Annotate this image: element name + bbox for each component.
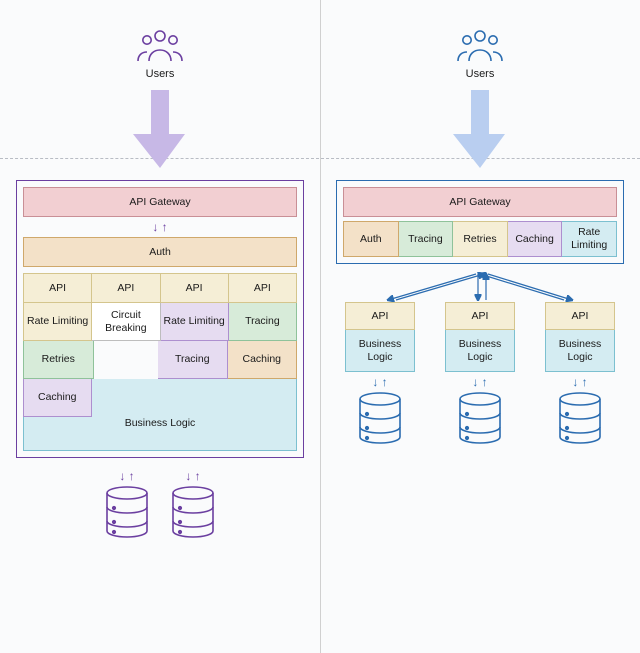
business-logic-box: Business Logic bbox=[545, 330, 615, 372]
business-logic-box: Business Logic bbox=[445, 330, 515, 372]
bidir-arrows-icon: ↓ ↑ bbox=[572, 375, 587, 389]
fanout-arrows-icon bbox=[336, 272, 624, 302]
api-box: API bbox=[345, 302, 415, 330]
api-row: API API API API bbox=[23, 273, 297, 303]
database-icon bbox=[104, 486, 150, 538]
policy-row-2: Retries Tracing Caching bbox=[23, 341, 297, 379]
column-microservices: Users API Gateway AuthTracingRetriesCach… bbox=[320, 0, 640, 653]
down-arrow-icon bbox=[133, 90, 187, 168]
bidir-arrows-icon: ↓ ↑ bbox=[185, 469, 200, 483]
users-icon bbox=[453, 28, 507, 62]
users-icon bbox=[133, 28, 187, 62]
policy-box: Auth bbox=[343, 221, 399, 257]
policy-box: Caching bbox=[508, 221, 563, 257]
api-gateway-box: API Gateway bbox=[23, 187, 297, 217]
caching-box: Caching bbox=[228, 341, 298, 379]
caching-box: Caching bbox=[23, 379, 92, 417]
policy-box: Tracing bbox=[399, 221, 454, 257]
auth-box: Auth bbox=[23, 237, 297, 267]
business-logic-region: Business Logic Caching bbox=[23, 379, 297, 451]
bidir-arrows-icon: ↓ ↑ bbox=[23, 220, 297, 234]
policy-box: Retries bbox=[453, 221, 508, 257]
bidir-arrows-icon: ↓ ↑ bbox=[472, 375, 487, 389]
policy-row: AuthTracingRetriesCachingRate Limiting bbox=[343, 221, 617, 257]
service-column: APIBusiness Logic ↓ ↑ bbox=[336, 302, 424, 449]
tracing-box: Tracing bbox=[158, 341, 228, 379]
monolith-panel: API Gateway ↓ ↑ Auth API API API API Rat… bbox=[16, 180, 304, 458]
bidir-arrows-icon: ↓ ↑ bbox=[119, 469, 134, 483]
api-box: API bbox=[545, 302, 615, 330]
bidir-arrows-icon: ↓ ↑ bbox=[372, 375, 387, 389]
rate-limiting-box: Rate Limiting bbox=[161, 303, 229, 341]
database-icon bbox=[457, 392, 503, 449]
api-box: API bbox=[23, 273, 92, 303]
policy-row-1: Rate Limiting Circuit Breaking Rate Limi… bbox=[23, 303, 297, 341]
api-box: API bbox=[445, 302, 515, 330]
retries-box: Retries bbox=[23, 341, 94, 379]
tracing-box: Tracing bbox=[229, 303, 297, 341]
business-logic-box: Business Logic bbox=[345, 330, 415, 372]
users-label: Users bbox=[0, 68, 320, 80]
database-icon bbox=[170, 486, 216, 538]
down-arrow-icon bbox=[453, 90, 507, 168]
database-icon bbox=[557, 392, 603, 449]
circuit-breaking-box: Circuit Breaking bbox=[92, 303, 160, 341]
column-monolith: Users API Gateway ↓ ↑ Auth API API API A… bbox=[0, 0, 320, 653]
database-icon bbox=[357, 392, 403, 449]
service-column: APIBusiness Logic ↓ ↑ bbox=[536, 302, 624, 449]
service-column: APIBusiness Logic ↓ ↑ bbox=[436, 302, 524, 449]
api-box: API bbox=[92, 273, 160, 303]
db-stack: ↓ ↑ bbox=[170, 466, 216, 538]
api-box: API bbox=[229, 273, 297, 303]
db-row: ↓ ↑ ↓ ↑ bbox=[0, 466, 320, 538]
users-label: Users bbox=[320, 68, 640, 80]
api-gateway-box: API Gateway bbox=[343, 187, 617, 217]
db-stack: ↓ ↑ bbox=[104, 466, 150, 538]
policy-box: Rate Limiting bbox=[562, 221, 617, 257]
api-box: API bbox=[161, 273, 229, 303]
services-row: APIBusiness Logic↓ ↑APIBusiness Logic↓ ↑… bbox=[336, 302, 624, 449]
rate-limiting-box: Rate Limiting bbox=[23, 303, 92, 341]
gateway-panel: API Gateway AuthTracingRetriesCachingRat… bbox=[336, 180, 624, 264]
